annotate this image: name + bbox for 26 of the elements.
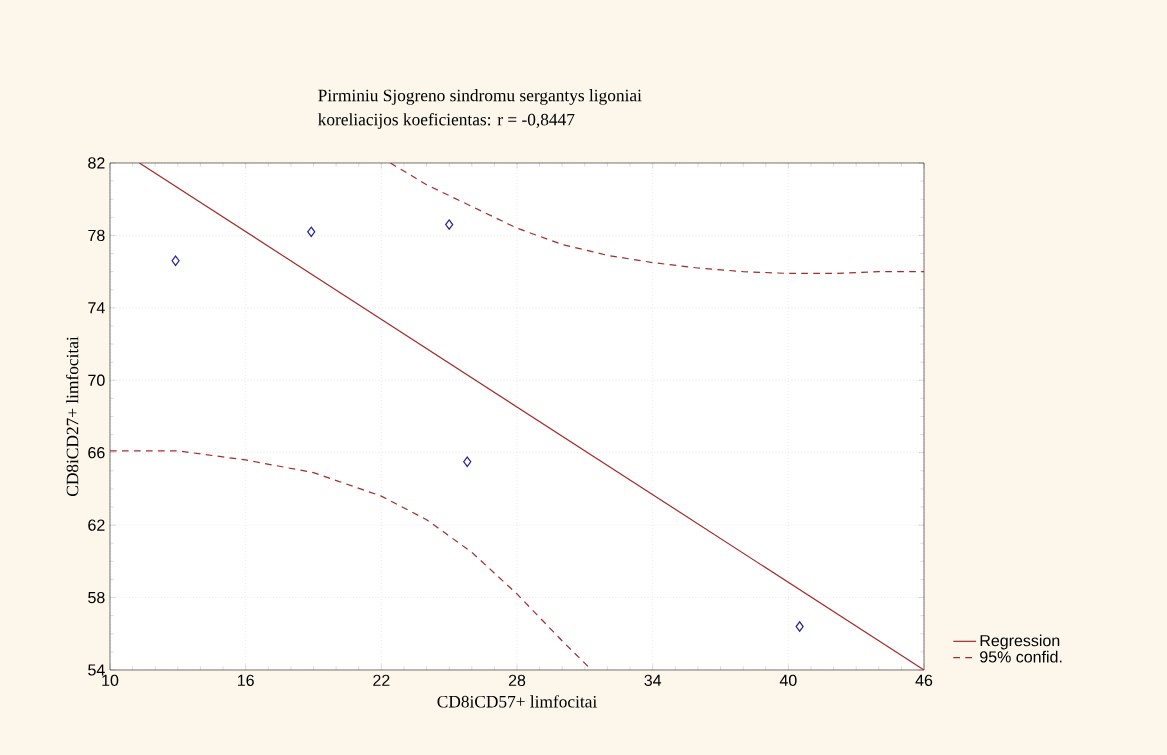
point [795,621,804,632]
y-tick-label: 66 [88,447,105,459]
point [445,219,454,230]
x-tick-label: 10 [102,674,119,687]
x-tick-label: 34 [644,674,662,687]
point [307,226,316,238]
x-tick-label: 16 [237,674,254,687]
legend-label: Regression [980,634,1060,650]
x-tick-label: 46 [915,674,933,687]
x-tick-label: 22 [373,674,390,686]
y-tick-label: 82 [88,157,105,169]
y-tick-label: 54 [88,664,105,676]
y-tick-label: 70 [88,374,105,386]
y-tick-label: 62 [88,519,105,531]
x-tick-label: 28 [508,674,526,687]
chart-title: Pirminiu Sjogreno sindromu sergantys ligoniai [318,89,642,105]
y-tick-label: 58 [88,591,105,604]
point [463,456,472,468]
y-axis-title: CD8iCD27+ limfocitai [65,336,79,497]
legend-label: 95% confid. [980,650,1062,663]
x-axis-title: CD8iCD57+ limfocitai [437,695,597,708]
point [171,255,180,267]
y-tick-label: 78 [88,229,105,242]
chart-subtitle: koreliacijos koeficientas: r = -0,8447 [318,113,575,129]
x-tick-label: 40 [779,674,797,687]
y-tick-label: 74 [88,302,105,314]
